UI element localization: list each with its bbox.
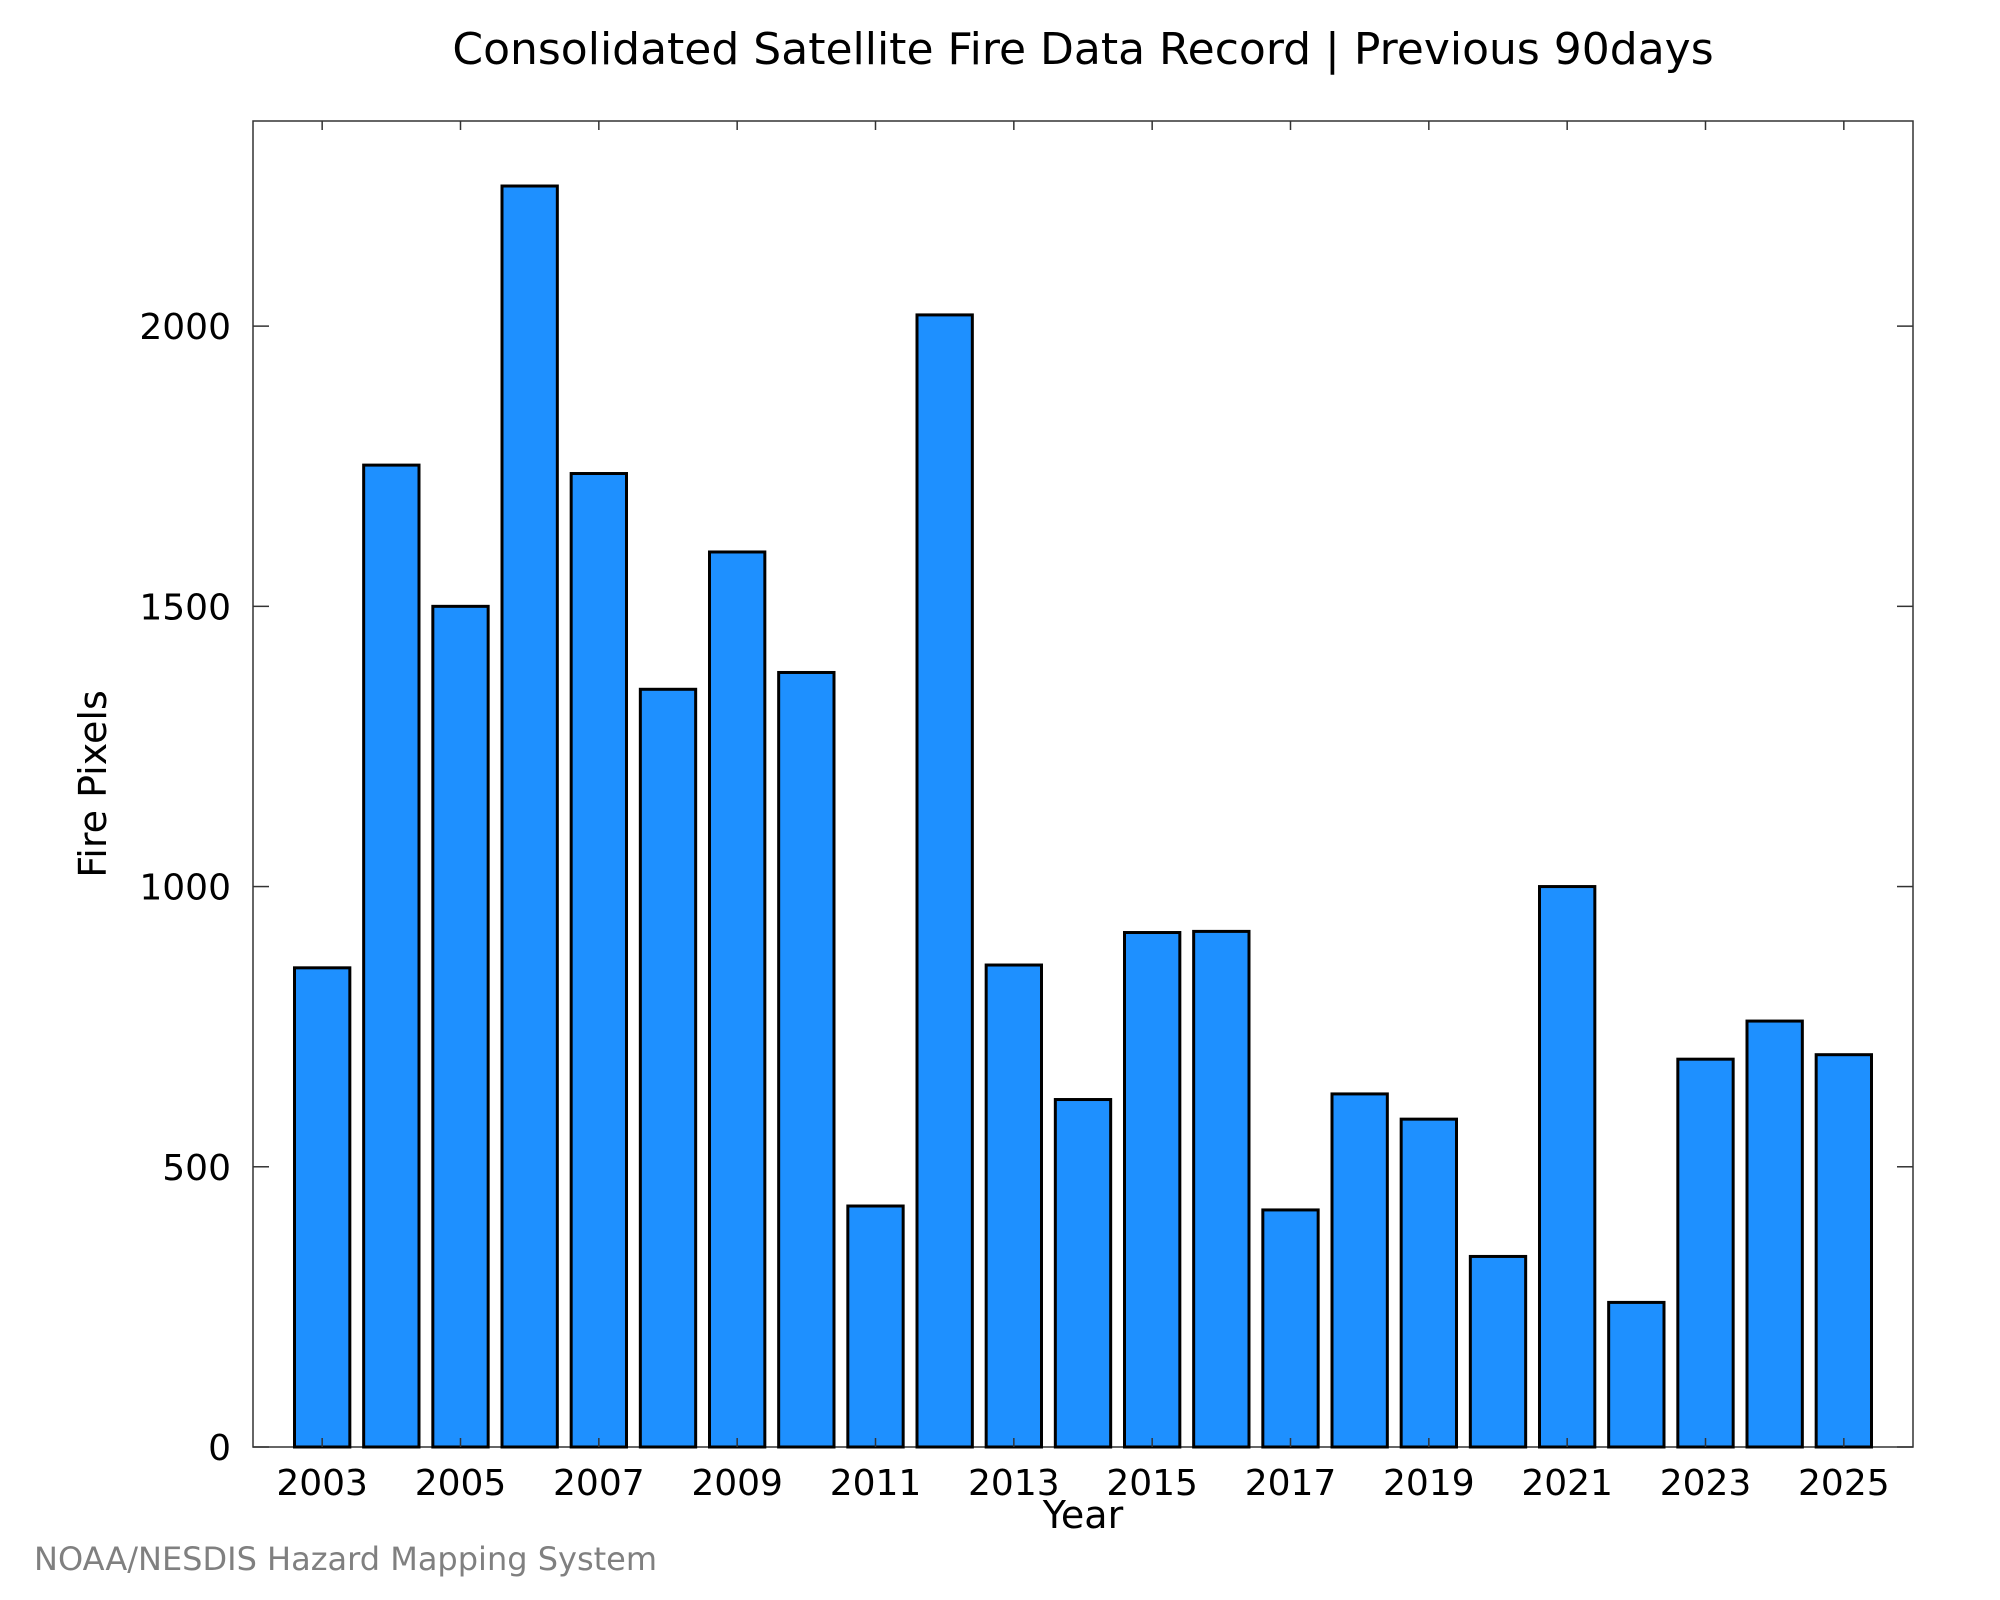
x-tick-label-2005: 2005 [415, 1463, 507, 1504]
y-tick-label-0: 0 [208, 1428, 231, 1469]
bar-2004 [362, 463, 421, 1449]
bar-2024 [1745, 1019, 1804, 1449]
bar-2016 [1192, 929, 1251, 1449]
x-tick-label-2023: 2023 [1660, 1463, 1752, 1504]
x-tick-label-2007: 2007 [553, 1463, 645, 1504]
y-tick-label-500: 500 [162, 1148, 231, 1189]
x-axis-ticks: 2003 2005 2007 2009 2011 2013 2015 2017 2019 2021… [276, 121, 1890, 1504]
bar-2011 [846, 1204, 905, 1449]
bar-2010 [777, 670, 836, 1449]
x-axis-label: Year [1042, 1493, 1124, 1537]
bar-2014 [1053, 1098, 1113, 1449]
bar-2003 [293, 966, 352, 1449]
bar-2017 [1261, 1208, 1320, 1449]
bar-2020 [1468, 1254, 1528, 1449]
y-axis-ticks: 0 500 1000 1500 2000 [139, 307, 1913, 1469]
bar-2021 [1538, 885, 1597, 1449]
x-tick-label-2021: 2021 [1521, 1463, 1613, 1504]
bar-2006 [500, 184, 559, 1449]
bar-2009 [708, 550, 767, 1449]
y-axis-label: Fire Pixels [71, 690, 115, 878]
x-tick-label-2025: 2025 [1798, 1463, 1890, 1504]
x-tick-label-2019: 2019 [1383, 1463, 1475, 1504]
bar-series [293, 184, 1873, 1449]
bar-2015 [1123, 931, 1182, 1449]
bar-2022 [1607, 1300, 1666, 1449]
bar-2018 [1330, 1092, 1389, 1449]
bar-2023 [1676, 1057, 1735, 1449]
x-tick-label-2003: 2003 [276, 1463, 368, 1504]
bar-2025 [1814, 1053, 1873, 1449]
x-tick-label-2017: 2017 [1245, 1463, 1337, 1504]
y-tick-label-1000: 1000 [139, 868, 231, 909]
y-tick-label-2000: 2000 [139, 307, 231, 348]
source-credit: NOAA/NESDIS Hazard Mapping System [34, 1540, 657, 1578]
bar-2013 [984, 963, 1044, 1449]
chart-title: Consolidated Satellite Fire Data Record … [452, 24, 1713, 75]
x-tick-label-2013: 2013 [968, 1463, 1060, 1504]
x-tick-label-2015: 2015 [1106, 1463, 1198, 1504]
x-tick-label-2011: 2011 [830, 1463, 922, 1504]
y-tick-label-1500: 1500 [139, 587, 231, 628]
bar-2012 [915, 313, 974, 1449]
bar-2008 [638, 687, 698, 1449]
bar-2005 [431, 604, 490, 1449]
bar-2007 [569, 472, 629, 1449]
bar-2019 [1399, 1117, 1458, 1449]
x-tick-label-2009: 2009 [691, 1463, 783, 1504]
